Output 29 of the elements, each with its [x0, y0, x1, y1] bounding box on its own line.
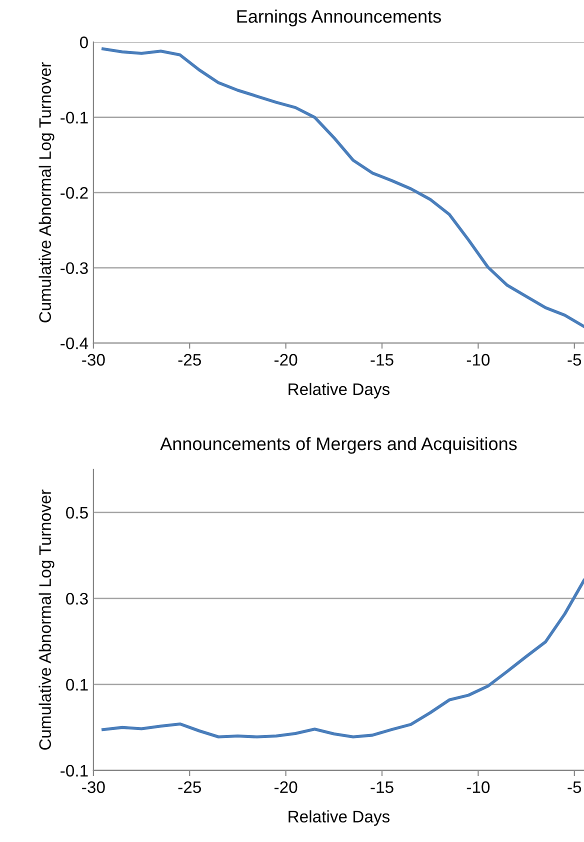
y-axis-title: Cumulative Abnormal Log Turnover — [38, 490, 54, 750]
x-tick-label: -30 — [82, 781, 105, 794]
y-tick-label: 0.3 — [66, 592, 88, 605]
x-tick-label: -15 — [370, 354, 394, 366]
x-tick-label: -5 — [568, 781, 582, 794]
x-tick-label: -20 — [274, 354, 298, 366]
y-tick-label: 0 — [80, 36, 88, 48]
x-axis-title: Relative Days — [288, 810, 390, 826]
x-tick-label: -20 — [274, 781, 298, 794]
y-tick-label: 0.5 — [66, 506, 88, 519]
x-tick-label: -5 — [568, 354, 582, 366]
y-tick-label: 0.1 — [66, 678, 88, 691]
x-tick-label: -30 — [82, 354, 105, 366]
x-tick-label: -25 — [178, 354, 201, 366]
y-tick-label: -0.3 — [60, 262, 88, 274]
line-series — [102, 578, 584, 738]
y-tick-label: -0.2 — [60, 186, 88, 199]
x-axis-title: Relative Days — [288, 382, 390, 398]
y-axis-title: Cumulative Abnormal Log Turnover — [38, 62, 54, 322]
y-tick-label: -0.1 — [60, 764, 88, 777]
x-tick-label: -25 — [178, 781, 201, 794]
y-tick-label: -0.4 — [60, 337, 88, 350]
y-tick-label: -0.1 — [60, 112, 88, 124]
chart-title: Earnings Announcements — [237, 10, 441, 26]
line-series — [102, 47, 584, 328]
x-tick-label: -10 — [466, 781, 490, 794]
x-tick-label: -10 — [466, 354, 490, 366]
chart-title: Announcements of Mergers and Acquisitions — [160, 436, 517, 454]
x-tick-label: -15 — [370, 781, 394, 794]
